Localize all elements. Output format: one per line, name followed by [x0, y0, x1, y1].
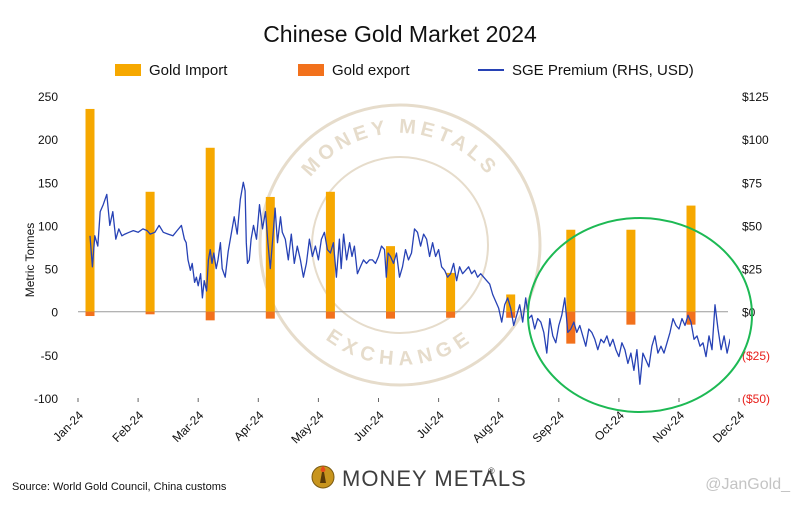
import-bar [85, 108, 95, 312]
right-tick-label: $50 [742, 219, 762, 233]
right-tick-label: $100 [742, 133, 769, 147]
x-tick-label: May-24 [288, 408, 326, 446]
left-tick-label: 250 [38, 90, 58, 104]
legend-label-import: Gold Import [149, 62, 228, 79]
premium-series [89, 181, 730, 385]
export-bar [686, 311, 696, 325]
x-tick-label: Jan-24 [50, 408, 86, 444]
import-bar [686, 205, 696, 312]
highlight-circle [527, 217, 753, 413]
export-bar [85, 311, 95, 317]
import-bar [446, 272, 456, 312]
left-tick-label: 100 [38, 219, 58, 233]
x-tick-label: Mar-24 [170, 408, 207, 445]
import-bar [626, 229, 636, 312]
legend-label-export: Gold export [332, 62, 410, 79]
legend: Gold Import Gold export SGE Premium (RHS… [115, 62, 694, 79]
left-tick-label: 0 [51, 306, 58, 320]
import-bar [205, 147, 215, 312]
author-handle: @JanGold_ [705, 476, 791, 493]
export-bar [626, 311, 636, 325]
export-bar [265, 311, 275, 319]
legend-label-premium: SGE Premium (RHS, USD) [512, 62, 694, 79]
import-bar [566, 229, 576, 312]
premium-line [89, 181, 730, 385]
export-bar [205, 311, 215, 321]
watermark-ring [258, 103, 542, 387]
x-tick-label: Oct-24 [592, 408, 628, 444]
export-bar [446, 311, 456, 318]
left-tick-label: -50 [41, 349, 59, 363]
left-tick-label: 50 [45, 263, 59, 277]
x-tick-label: Sep-24 [530, 408, 567, 445]
chart-title: Chinese Gold Market 2024 [263, 21, 537, 47]
right-axis: $125 $100 $75 $50 $25 $0 ($25) ($50) [742, 90, 770, 406]
import-bar [265, 196, 275, 312]
legend-swatch-import [115, 64, 141, 76]
torch-flame-icon [320, 466, 326, 472]
watermark-inner-ring [311, 156, 489, 334]
right-tick-label: $25 [742, 263, 762, 277]
right-tick-label: ($25) [742, 349, 770, 363]
export-bar [325, 311, 335, 319]
x-tick-label: Aug-24 [470, 408, 507, 445]
export-bar [386, 311, 395, 319]
right-tick-label: ($50) [742, 392, 770, 406]
left-axis: 250 200 150 100 50 0 -50 -100 [34, 90, 58, 406]
logo-registered-mark: ® [488, 466, 495, 476]
money-metals-logo: MONEY METALS ® [311, 465, 527, 491]
import-bar [145, 191, 155, 312]
watermark-bottom-text: EXCHANGE [322, 325, 478, 370]
bars [85, 108, 696, 344]
logo-wordmark: MONEY METALS [342, 466, 527, 491]
x-tick-label: Nov-24 [650, 408, 687, 445]
x-tick-label: Dec-24 [710, 408, 747, 445]
export-bar [506, 311, 516, 318]
x-tick-label: Jul-24 [414, 408, 447, 441]
x-tick-label: Jun-24 [351, 408, 387, 444]
legend-swatch-export [298, 64, 324, 76]
right-tick-label: $125 [742, 90, 769, 104]
right-tick-label: $0 [742, 306, 756, 320]
export-bar [145, 311, 155, 315]
x-tick-label: Apr-24 [231, 408, 267, 444]
left-tick-label: 200 [38, 133, 58, 147]
watermark: MONEY METALS EXCHANGE [258, 103, 542, 387]
x-axis: Jan-24 Feb-24 Mar-24 Apr-24 May-24 Jun-24 Jul-… [50, 311, 747, 446]
x-tick-label: Feb-24 [109, 408, 146, 445]
left-tick-label: -100 [34, 392, 58, 406]
import-bar [506, 294, 516, 312]
right-tick-label: $75 [742, 176, 762, 190]
left-tick-label: 150 [38, 176, 58, 190]
import-bar [386, 246, 395, 312]
y-axis-label: Metric Tonnes [23, 223, 37, 297]
source-note: Source: World Gold Council, China custom… [12, 481, 227, 493]
torch-handle-icon [320, 472, 326, 483]
